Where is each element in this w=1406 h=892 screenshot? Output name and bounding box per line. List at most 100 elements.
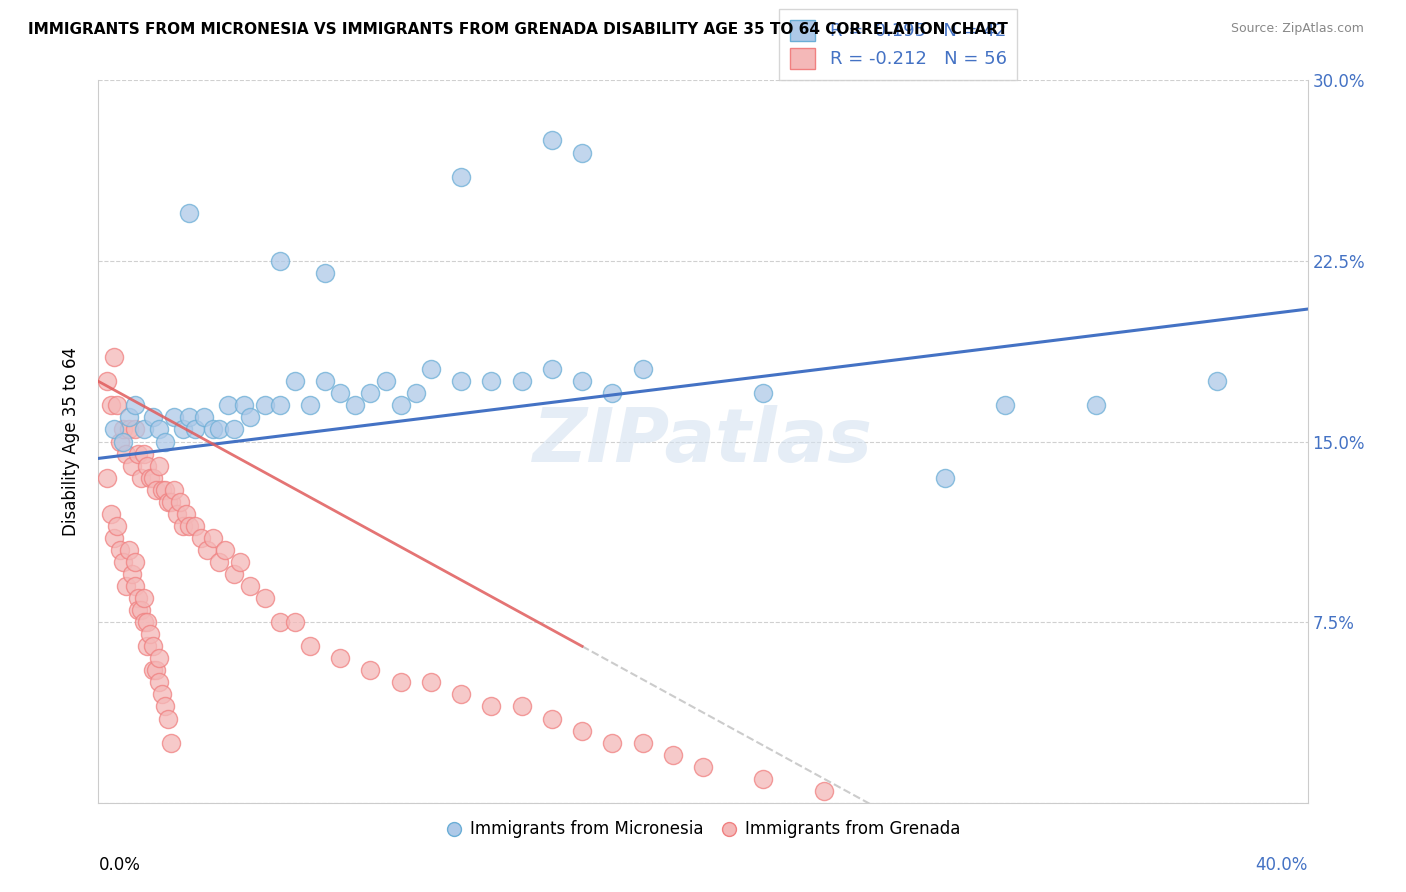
Point [269, 398, 291, 412]
Point [269, 253, 291, 268]
Point [179, 518, 201, 533]
Point [510, 699, 533, 714]
Point [1085, 398, 1108, 412]
Point [172, 422, 194, 436]
Point [420, 362, 443, 376]
Point [179, 205, 201, 219]
Point [132, 591, 155, 605]
Point [193, 410, 215, 425]
Point [571, 145, 593, 160]
Point [389, 398, 412, 412]
Point [96, 470, 118, 484]
Point [450, 687, 472, 701]
Point [239, 410, 262, 425]
Point [150, 483, 173, 497]
Point [114, 579, 136, 593]
Point [481, 699, 503, 714]
Point [103, 531, 125, 545]
Point [752, 386, 775, 401]
Point [156, 494, 179, 508]
Point [118, 422, 141, 436]
Point [253, 591, 276, 605]
Point [108, 542, 131, 557]
Point [631, 362, 654, 376]
Point [118, 542, 141, 557]
Point [692, 760, 714, 774]
Point [360, 386, 382, 401]
Point [389, 675, 412, 690]
Point [224, 422, 246, 436]
Point [124, 422, 146, 436]
Point [156, 712, 179, 726]
Point [299, 398, 322, 412]
Point [166, 507, 188, 521]
Point [314, 266, 336, 280]
Point [540, 362, 562, 376]
Point [344, 398, 367, 412]
Point [299, 639, 322, 653]
Point [118, 410, 141, 425]
Point [153, 434, 176, 449]
Point [153, 699, 176, 714]
Point [132, 422, 155, 436]
Point [208, 555, 231, 569]
Point [253, 398, 276, 412]
Point [163, 410, 186, 425]
Point [142, 639, 165, 653]
Point [179, 410, 201, 425]
Point [163, 483, 186, 497]
Point [142, 664, 165, 678]
Point [105, 518, 128, 533]
Point [284, 374, 307, 388]
Point [405, 386, 427, 401]
Text: ZIPatlas: ZIPatlas [533, 405, 873, 478]
Point [571, 723, 593, 738]
Point [127, 591, 149, 605]
Point [111, 422, 134, 436]
Point [100, 398, 122, 412]
Text: 0.0%: 0.0% [98, 855, 141, 874]
Point [111, 434, 134, 449]
Point [121, 567, 143, 582]
Point [374, 374, 396, 388]
Point [142, 470, 165, 484]
Point [135, 615, 157, 630]
Point [571, 374, 593, 388]
Point [1206, 374, 1229, 388]
Point [172, 518, 194, 533]
Point [127, 603, 149, 617]
Point [214, 542, 236, 557]
Point [602, 735, 624, 749]
Text: Source: ZipAtlas.com: Source: ZipAtlas.com [1230, 22, 1364, 36]
Point [129, 470, 152, 484]
Point [148, 675, 170, 690]
Point [148, 422, 170, 436]
Point [232, 398, 254, 412]
Point [139, 627, 162, 641]
Point [994, 398, 1017, 412]
Point [184, 518, 207, 533]
Point [139, 470, 162, 484]
Point [105, 398, 128, 412]
Point [360, 664, 382, 678]
Point [148, 651, 170, 665]
Point [96, 374, 118, 388]
Point [329, 386, 352, 401]
Point [135, 639, 157, 653]
Legend: Immigrants from Micronesia, Immigrants from Grenada: Immigrants from Micronesia, Immigrants f… [439, 814, 967, 845]
Point [132, 615, 155, 630]
Point [148, 458, 170, 473]
Point [540, 133, 562, 147]
Point [150, 687, 173, 701]
Point [132, 446, 155, 460]
Point [239, 579, 262, 593]
Point [284, 615, 307, 630]
Point [934, 470, 956, 484]
Point [153, 483, 176, 497]
Point [224, 567, 246, 582]
Point [195, 542, 218, 557]
Point [450, 169, 472, 184]
Point [127, 446, 149, 460]
Text: 40.0%: 40.0% [1256, 855, 1308, 874]
Point [190, 531, 212, 545]
